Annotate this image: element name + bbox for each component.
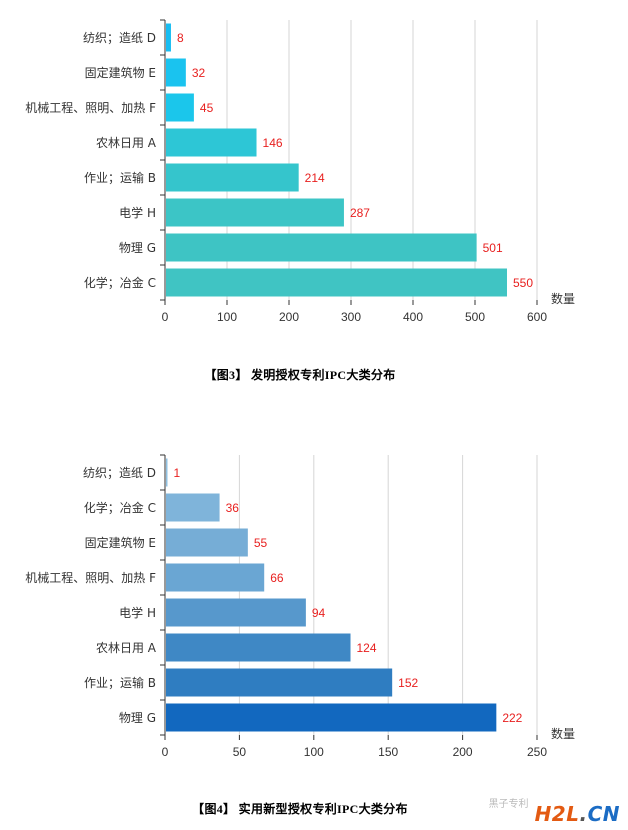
bar	[166, 563, 265, 592]
bar	[166, 23, 171, 52]
bar	[166, 493, 220, 522]
chart-caption: 【图4】 实用新型授权专利IPC大类分布	[192, 802, 408, 816]
data-label: 32	[192, 66, 206, 80]
bar	[166, 233, 477, 262]
x-tick-label: 0	[162, 310, 169, 324]
bar	[166, 268, 507, 297]
bar	[166, 198, 344, 227]
x-tick-label: 0	[162, 745, 169, 759]
bar	[166, 93, 194, 122]
data-label: 55	[254, 536, 268, 550]
data-label: 66	[270, 571, 284, 585]
x-tick-label: 250	[527, 745, 547, 759]
y-tick-label: 纺织；造纸 D	[83, 466, 156, 480]
x-tick-label: 200	[279, 310, 299, 324]
y-tick-label: 电学 H	[119, 605, 156, 620]
watermark-subtitle: 黑子专利	[488, 799, 529, 810]
y-tick-label: 机械工程、照明、加热 F	[25, 100, 156, 115]
y-tick-label: 物理 G	[119, 241, 156, 255]
data-label: 222	[502, 711, 522, 725]
y-tick-label: 作业；运输 B	[84, 675, 156, 690]
bar	[166, 703, 497, 732]
data-label: 501	[483, 241, 503, 255]
h2l-logo: H2L.CN	[534, 802, 620, 826]
data-label: 152	[398, 676, 418, 690]
y-tick-label: 电学 H	[119, 205, 156, 220]
y-tick-label: 作业；运输 B	[84, 170, 156, 185]
x-axis-label: 数量	[551, 726, 575, 741]
x-tick-label: 200	[453, 745, 473, 759]
data-label: 36	[226, 501, 240, 515]
data-label: 550	[513, 276, 533, 290]
x-tick-label: 50	[233, 745, 247, 759]
bar	[166, 163, 299, 192]
y-tick-label: 固定建筑物 E	[85, 65, 156, 80]
data-label: 287	[350, 206, 370, 220]
x-tick-label: 400	[403, 310, 423, 324]
bar	[166, 598, 306, 627]
site-watermark: 黑子专利 H2L.CN	[489, 795, 620, 826]
y-tick-label: 固定建筑物 E	[85, 535, 156, 550]
x-tick-label: 300	[341, 310, 361, 324]
y-tick-label: 纺织；造纸 D	[83, 31, 156, 45]
data-label: 8	[177, 31, 184, 45]
data-label: 45	[200, 101, 214, 115]
bar	[166, 633, 351, 662]
data-label: 124	[357, 641, 377, 655]
data-label: 94	[312, 606, 326, 620]
bar	[166, 128, 257, 157]
x-tick-label: 600	[527, 310, 547, 324]
bar	[166, 458, 168, 487]
data-label: 1	[174, 466, 181, 480]
x-tick-label: 500	[465, 310, 485, 324]
chart-caption: 【图3】 发明授权专利IPC大类分布	[204, 368, 396, 382]
x-tick-label: 100	[217, 310, 237, 324]
y-tick-label: 化学；冶金 C	[84, 500, 156, 515]
y-tick-label: 农林日用 A	[96, 641, 157, 655]
y-tick-label: 物理 G	[119, 711, 156, 725]
x-axis-label: 数量	[551, 291, 575, 306]
bar	[166, 668, 393, 697]
x-tick-label: 100	[304, 745, 324, 759]
x-tick-label: 150	[378, 745, 398, 759]
bar	[166, 58, 186, 87]
bar	[166, 528, 248, 557]
y-tick-label: 化学；冶金 C	[84, 275, 156, 290]
data-label: 214	[305, 171, 325, 185]
y-tick-label: 机械工程、照明、加热 F	[25, 570, 156, 585]
invention-patent-ipc-chart: 0 100 200 300 400 500 600 数量 纺织；造纸 D 8 固定建筑物 E 32 机械…	[25, 19, 575, 324]
data-label: 146	[263, 136, 283, 150]
y-tick-label: 农林日用 A	[96, 136, 157, 150]
utility-model-ipc-chart: 0 50 100 150 200 250 数量 纺织；造纸 D 1 化学；冶金 C 36 固定建筑物 …	[25, 454, 575, 759]
